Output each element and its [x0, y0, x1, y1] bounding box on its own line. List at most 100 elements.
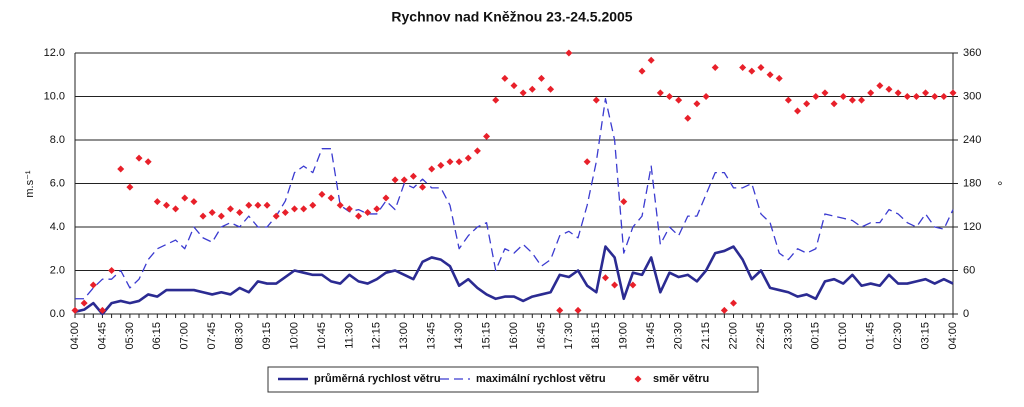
- direction-marker: [748, 67, 756, 75]
- direction-marker: [263, 201, 271, 209]
- direction-marker: [638, 67, 646, 75]
- direction-marker: [254, 201, 262, 209]
- direction-marker: [245, 201, 253, 209]
- direction-marker: [702, 93, 710, 100]
- y2-tick-label: 300: [963, 90, 981, 102]
- x-tick-label: 06:15: [151, 322, 163, 350]
- legend-label: směr větru: [653, 373, 709, 385]
- direction-marker: [867, 89, 875, 97]
- direction-marker: [172, 205, 180, 213]
- x-tick-label: 16:45: [535, 322, 547, 350]
- y-axis-label: m.s⁻¹: [24, 170, 36, 198]
- direction-marker: [601, 274, 609, 282]
- x-tick-label: 07:45: [206, 322, 218, 350]
- direction-marker: [236, 209, 244, 216]
- direction-marker: [730, 299, 737, 307]
- direction-marker: [455, 158, 463, 166]
- direction-marker: [345, 205, 353, 213]
- x-tick-label: 09:15: [261, 322, 273, 350]
- direction-marker: [519, 89, 527, 97]
- direction-marker: [382, 194, 390, 202]
- direction-marker: [528, 85, 536, 93]
- y2-tick-label: 60: [963, 264, 975, 276]
- direction-marker: [428, 165, 436, 173]
- x-tick-label: 01:45: [865, 322, 877, 350]
- direction-marker: [949, 89, 957, 97]
- direction-marker: [537, 74, 545, 82]
- direction-marker: [510, 82, 518, 90]
- y2-tick-label: 0: [963, 308, 969, 320]
- legend-marker: [634, 375, 642, 383]
- y-tick-label: 8.0: [50, 134, 65, 146]
- direction-marker: [437, 161, 445, 169]
- direction-marker: [473, 147, 481, 155]
- direction-marker: [647, 56, 655, 64]
- direction-marker: [675, 96, 683, 104]
- direction-marker: [794, 107, 802, 115]
- direction-marker: [629, 281, 637, 289]
- x-tick-label: 19:45: [645, 322, 657, 350]
- direction-marker: [839, 93, 847, 100]
- direction-marker: [281, 209, 289, 216]
- x-tick-label: 22:45: [755, 322, 767, 350]
- direction-marker: [903, 93, 911, 100]
- direction-marker: [300, 205, 308, 213]
- direction-marker: [464, 154, 472, 162]
- x-tick-label: 12:15: [371, 322, 383, 350]
- x-tick-label: 14:30: [453, 322, 465, 350]
- x-tick-label: 04:00: [947, 322, 959, 350]
- x-tick-label: 13:00: [398, 322, 410, 350]
- direction-marker: [373, 205, 381, 213]
- direction-marker: [272, 212, 280, 220]
- direction-marker: [162, 201, 170, 209]
- direction-marker: [757, 64, 765, 71]
- direction-marker: [419, 183, 427, 191]
- direction-marker: [89, 281, 97, 289]
- direction-marker: [556, 306, 564, 314]
- direction-marker: [711, 64, 719, 71]
- x-tick-label: 18:15: [590, 322, 602, 350]
- direction-marker: [181, 194, 189, 202]
- y-tick-label: 0.0: [50, 308, 65, 320]
- x-tick-label: 11:30: [343, 322, 355, 349]
- x-tick-label: 03:15: [919, 322, 931, 350]
- direction-marker: [327, 194, 335, 202]
- direction-marker: [848, 96, 856, 104]
- x-tick-label: 20:30: [673, 322, 685, 350]
- direction-marker: [446, 158, 454, 166]
- direction-marker: [812, 93, 820, 100]
- direction-marker: [153, 198, 161, 206]
- direction-marker: [620, 198, 628, 206]
- x-tick-label: 04:00: [69, 322, 81, 350]
- direction-marker: [665, 93, 673, 100]
- y2-axis-label: °: [997, 178, 1002, 193]
- x-tick-label: 01:00: [837, 322, 849, 350]
- direction-marker: [71, 306, 79, 314]
- x-tick-label: 16:00: [508, 322, 520, 350]
- y-tick-label: 6.0: [50, 177, 65, 189]
- direction-marker: [492, 96, 500, 104]
- direction-marker: [784, 96, 792, 104]
- direction-marker: [858, 96, 866, 104]
- x-tick-label: 05:30: [124, 322, 136, 350]
- direction-marker: [309, 201, 317, 209]
- direction-marker: [592, 96, 600, 104]
- y2-tick-label: 240: [963, 134, 981, 146]
- direction-marker: [98, 306, 106, 314]
- legend-box: [267, 366, 759, 393]
- y-tick-label: 10.0: [44, 90, 65, 102]
- direction-marker: [656, 89, 664, 97]
- direction-marker: [135, 154, 143, 162]
- legend-label: průměrná rychlost větru: [314, 373, 441, 385]
- direction-marker: [199, 212, 207, 220]
- x-tick-label: 15:15: [480, 322, 492, 350]
- x-tick-label: 08:30: [234, 322, 246, 350]
- x-tick-label: 07:00: [179, 322, 191, 350]
- direction-marker: [126, 183, 134, 191]
- direction-marker: [483, 132, 491, 140]
- max-speed-line: [75, 98, 954, 300]
- direction-marker: [226, 205, 234, 213]
- direction-marker: [391, 176, 399, 184]
- direction-marker: [208, 209, 216, 216]
- direction-marker: [217, 212, 225, 220]
